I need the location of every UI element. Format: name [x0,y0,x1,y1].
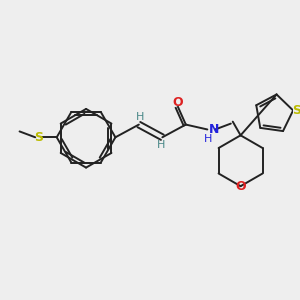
Text: O: O [173,96,183,109]
Text: S: S [292,104,300,117]
Text: H: H [204,134,212,144]
Text: H: H [157,140,166,150]
Text: H: H [136,112,144,122]
Text: N: N [209,123,220,136]
Text: S: S [34,131,43,144]
Text: O: O [235,180,246,193]
